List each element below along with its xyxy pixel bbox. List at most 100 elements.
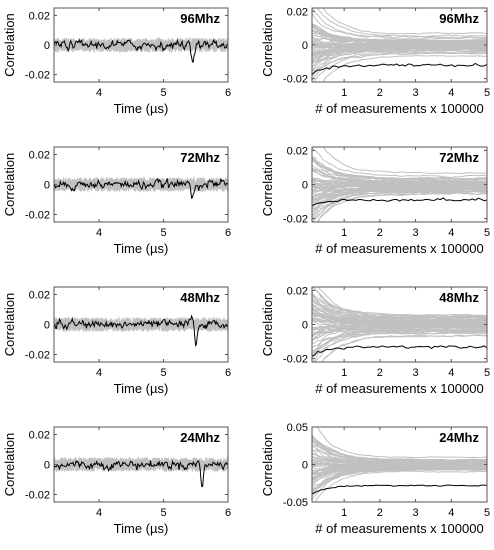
background-curve [312, 325, 487, 336]
panel-1: 4 5 6 -0.02 0 0.02 96Mhz Time (µs) Correlation [2, 7, 231, 116]
background-curve [317, 287, 487, 317]
x-axis-label: Time (µs) [114, 381, 169, 396]
x-tick-label: 3 [413, 227, 419, 239]
x-tick-label: 4 [448, 87, 454, 99]
x-tick-label: 1 [341, 227, 347, 239]
x-axis-label: # of measurements x 100000 [315, 101, 483, 116]
background-curve [312, 40, 487, 46]
x-axis-label: Time (µs) [114, 241, 169, 256]
x-tick-label: 5 [484, 367, 490, 379]
background-curve [312, 467, 487, 492]
x-tick-label: 4 [96, 507, 102, 519]
y-tick-label: 0 [44, 460, 50, 472]
x-tick-label: 5 [160, 507, 166, 519]
x-tick-label: 1 [341, 507, 347, 519]
background-curve [312, 29, 487, 44]
x-tick-label: 5 [160, 87, 166, 99]
y-tick-label: 0 [302, 180, 308, 192]
panel-title: 48Mhz [180, 290, 220, 305]
background-curve [312, 312, 487, 324]
y-axis-label: Correlation [2, 433, 17, 497]
background-curve [313, 332, 487, 362]
y-axis-label: Correlation [2, 293, 17, 357]
y-tick-label: 0.05 [287, 422, 308, 434]
y-tick-label: -0.02 [283, 214, 308, 226]
x-tick-label: 4 [96, 227, 102, 239]
x-tick-label: 6 [225, 507, 231, 519]
y-tick-label: -0.02 [25, 70, 50, 82]
x-tick-label: 3 [413, 367, 419, 379]
y-tick-label: 0.02 [29, 430, 50, 442]
y-tick-label: 0.02 [29, 290, 50, 302]
x-tick-label: 4 [448, 507, 454, 519]
plot-area [54, 175, 228, 200]
x-tick-label: 5 [484, 87, 490, 99]
background-curve [312, 331, 487, 362]
panel-title: 96Mhz [439, 11, 479, 26]
x-axis-label: # of measurements x 100000 [315, 381, 483, 396]
background-curve [312, 319, 487, 326]
plot-area [312, 287, 487, 362]
background-curve [312, 444, 487, 463]
y-axis-label: Correlation [2, 13, 17, 77]
y-axis-label: Correlation [260, 293, 275, 357]
background-curve [312, 329, 487, 354]
panel-5: 4 5 6 -0.02 0 0.02 48Mhz Time (µs) Correlation [2, 286, 231, 396]
x-axis-label: Time (µs) [114, 101, 169, 116]
background-curve [312, 158, 487, 181]
plot-area [312, 147, 487, 222]
x-axis-label: # of measurements x 100000 [315, 521, 483, 536]
background-curve [312, 35, 487, 45]
background-curve [312, 449, 487, 464]
panel-title: 24Mhz [439, 430, 479, 445]
background-curve [312, 45, 487, 56]
y-tick-label: 0.02 [287, 145, 308, 157]
panel-8: 1 2 3 4 5 -0.05 0 0.05 24Mhz # of measurements x … [260, 422, 490, 536]
background-curve [312, 188, 487, 213]
background-curve [312, 330, 487, 358]
background-curve [312, 453, 487, 465]
x-tick-label: 4 [448, 367, 454, 379]
y-tick-label: -0.02 [25, 210, 50, 222]
x-tick-label: 4 [448, 227, 454, 239]
panel-title: 96Mhz [180, 11, 220, 26]
y-tick-label: 0 [302, 320, 308, 332]
background-curve [312, 186, 487, 199]
x-tick-label: 3 [413, 507, 419, 519]
x-axis-label: Time (µs) [114, 521, 169, 536]
y-axis-label: Correlation [260, 153, 275, 217]
background-curve [316, 8, 487, 38]
key-trace [54, 314, 228, 347]
background-curve [312, 466, 487, 485]
y-tick-label: -0.05 [283, 497, 308, 509]
background-curve [312, 298, 487, 321]
background-curve [312, 184, 487, 191]
y-tick-label: -0.02 [25, 490, 50, 502]
x-tick-label: 4 [96, 367, 102, 379]
key-curve [312, 62, 487, 75]
background-curve [312, 147, 487, 179]
background-curve [312, 302, 487, 322]
background-curve [312, 43, 487, 48]
background-curve [312, 469, 487, 500]
background-curve [312, 46, 487, 61]
background-curve [312, 185, 487, 198]
x-tick-label: 2 [377, 227, 383, 239]
y-axis-label: Correlation [260, 433, 275, 497]
x-tick-label: 6 [225, 87, 231, 99]
x-tick-label: 6 [225, 367, 231, 379]
y-tick-label: 0 [302, 40, 308, 52]
plot-area [54, 36, 228, 63]
background-curve [322, 8, 487, 35]
background-curve [312, 12, 487, 40]
y-tick-label: 0.02 [287, 285, 308, 297]
x-tick-label: 4 [96, 87, 102, 99]
x-tick-label: 2 [377, 87, 383, 99]
key-curve [312, 484, 487, 495]
y-axis-label: Correlation [2, 153, 17, 217]
background-curve [312, 328, 487, 349]
background-curve [312, 8, 487, 39]
panel-3: 4 5 6 -0.02 0 0.02 72Mhz Time (µs) Correlation [2, 146, 231, 256]
y-tick-label: 0.02 [287, 6, 308, 18]
